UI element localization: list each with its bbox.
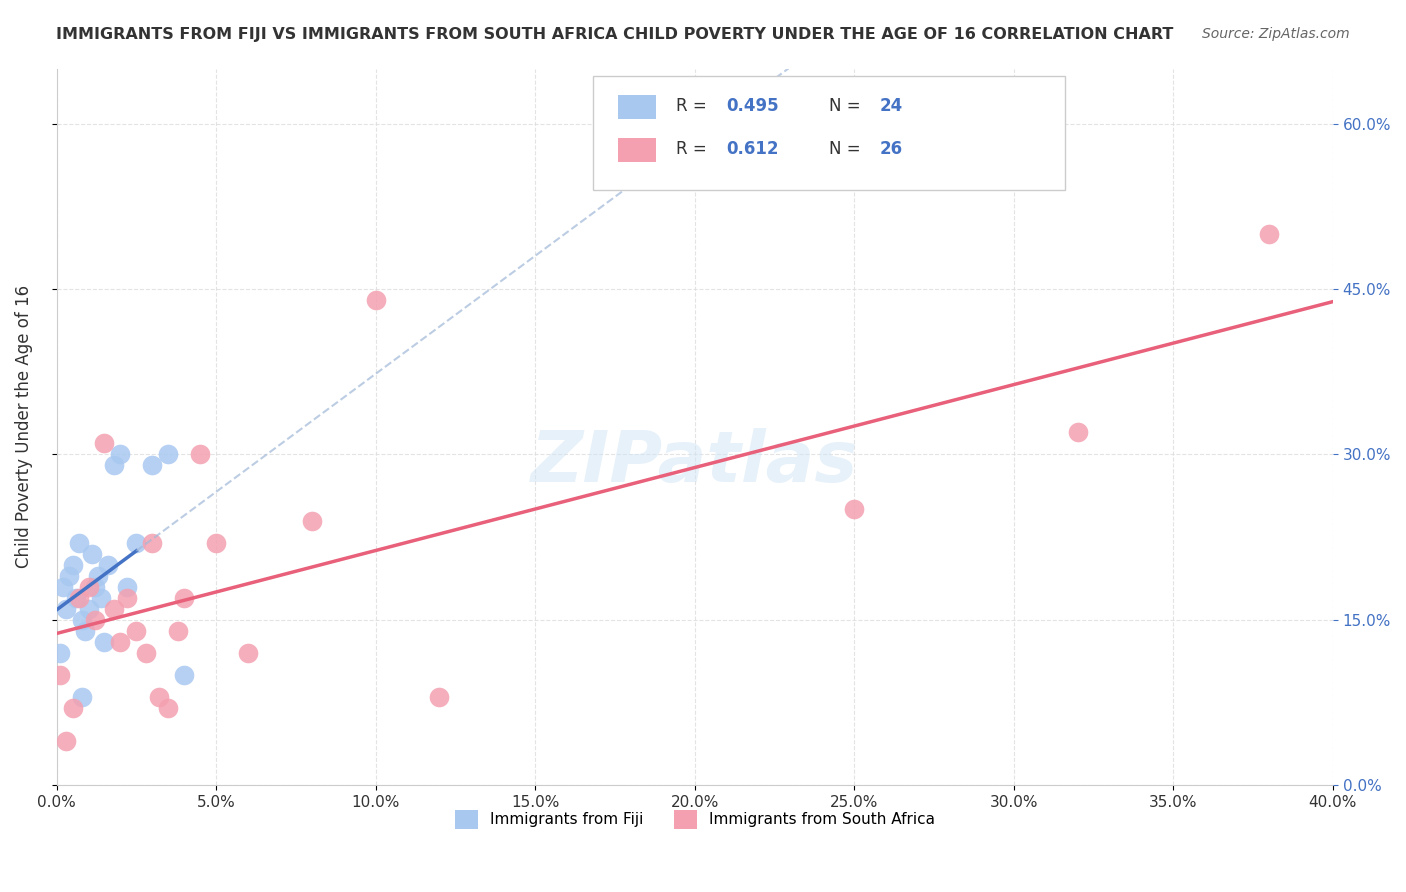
Point [148, 690, 170, 704]
Point [135, 646, 157, 660]
Point [77, 580, 100, 594]
Point [844, 502, 866, 516]
FancyBboxPatch shape [592, 76, 1064, 190]
Point [157, 447, 180, 461]
Point [125, 624, 148, 638]
Text: 26: 26 [880, 140, 903, 158]
Point [93, 436, 115, 450]
Point [87, 568, 110, 582]
FancyBboxPatch shape [619, 95, 657, 119]
Point [67, 535, 90, 549]
Point [62, 558, 84, 572]
Point [205, 535, 228, 549]
Point [115, 580, 138, 594]
Point [75, 624, 97, 638]
FancyBboxPatch shape [619, 138, 657, 161]
Point [83, 580, 105, 594]
Point [80, 547, 103, 561]
Point [97, 558, 120, 572]
Text: 0.612: 0.612 [727, 140, 779, 158]
Point [110, 634, 132, 648]
Point [173, 668, 195, 682]
Text: R =: R = [675, 96, 706, 115]
Y-axis label: Child Poverty Under the Age of 16: Child Poverty Under the Age of 16 [15, 285, 32, 568]
Point [188, 447, 211, 461]
Point [141, 535, 163, 549]
Point [236, 646, 259, 660]
Point [52, 580, 75, 594]
Point [67, 591, 90, 605]
Point [1258, 227, 1281, 241]
Point [173, 591, 195, 605]
Point [115, 591, 138, 605]
Point [157, 701, 180, 715]
Point [55, 734, 77, 748]
Point [103, 458, 125, 473]
Point [364, 293, 387, 307]
Text: ZIPatlas: ZIPatlas [531, 428, 859, 497]
Point [1066, 425, 1088, 440]
Point [103, 601, 125, 615]
Point [166, 624, 188, 638]
Point [141, 458, 163, 473]
Text: N =: N = [828, 140, 860, 158]
Text: Source: ZipAtlas.com: Source: ZipAtlas.com [1202, 27, 1350, 41]
Point [429, 690, 451, 704]
Legend: Immigrants from Fiji, Immigrants from South Africa: Immigrants from Fiji, Immigrants from So… [449, 804, 941, 835]
Point [110, 447, 132, 461]
Point [55, 601, 77, 615]
Point [62, 701, 84, 715]
Point [65, 591, 87, 605]
Point [90, 591, 112, 605]
Point [83, 613, 105, 627]
Text: IMMIGRANTS FROM FIJI VS IMMIGRANTS FROM SOUTH AFRICA CHILD POVERTY UNDER THE AGE: IMMIGRANTS FROM FIJI VS IMMIGRANTS FROM … [56, 27, 1174, 42]
Point [93, 634, 115, 648]
Point [70, 613, 93, 627]
Point [125, 535, 148, 549]
Point [301, 514, 323, 528]
Text: 0.495: 0.495 [727, 96, 779, 115]
Point [49, 668, 72, 682]
Point [70, 690, 93, 704]
Text: 24: 24 [880, 96, 903, 115]
Point [49, 646, 72, 660]
Text: N =: N = [828, 96, 860, 115]
Point [58, 568, 80, 582]
Text: R =: R = [675, 140, 706, 158]
Point [77, 601, 100, 615]
